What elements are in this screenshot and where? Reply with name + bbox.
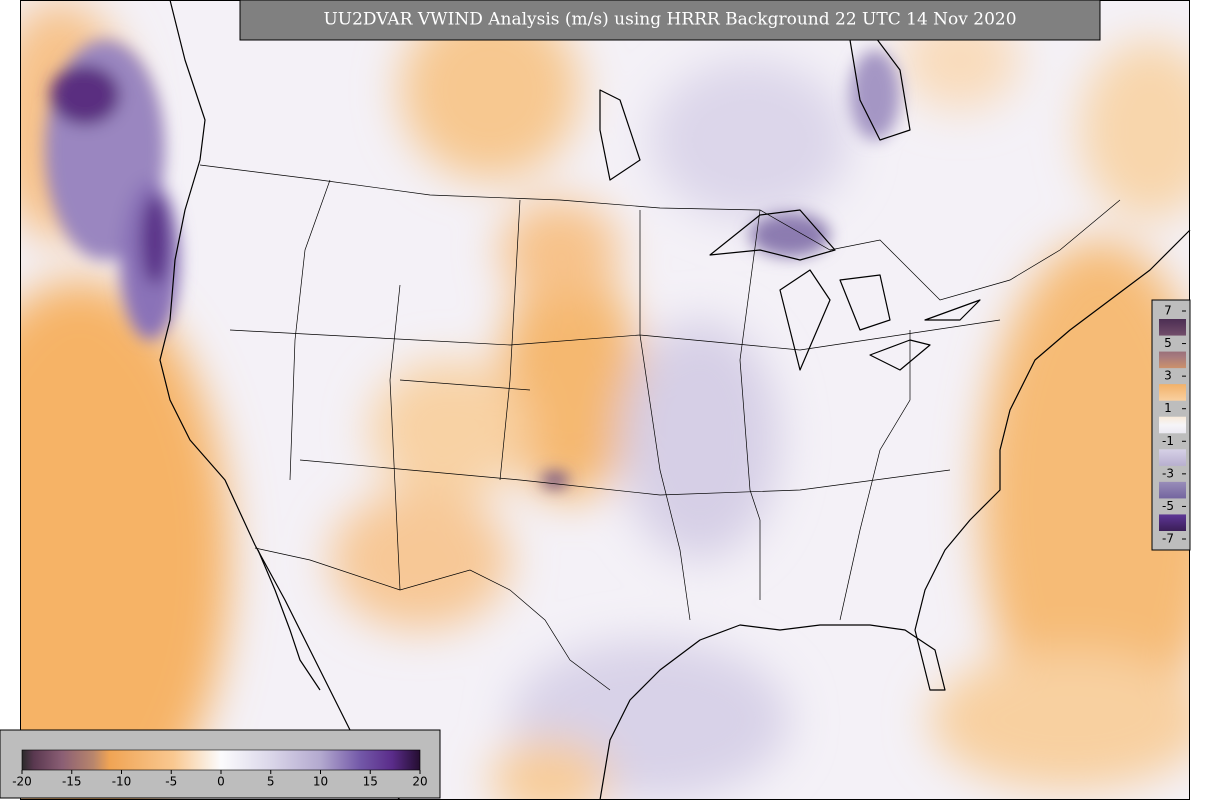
colorbar-segment xyxy=(1159,449,1186,466)
colorbar-tick-label: -1 xyxy=(1162,434,1174,448)
colorbar-bar xyxy=(21,749,421,771)
colorbar-segment xyxy=(1159,481,1186,499)
colorbar-tick-label: -5 xyxy=(1162,499,1174,513)
colorbar-tick-label: 5 xyxy=(1164,336,1172,350)
colorbar-segment xyxy=(1159,319,1186,336)
colorbar-segment xyxy=(1159,384,1186,401)
colorbar-tick-label: -7 xyxy=(1162,532,1174,546)
colorbar-tick-label: -3 xyxy=(1162,466,1174,480)
colorbar-tick-label: -5 xyxy=(165,775,177,789)
colorbar-tick-label: 5 xyxy=(267,775,275,789)
borders xyxy=(159,0,1191,800)
colorbar-segment xyxy=(1159,514,1186,531)
colorbar-tick-label: -15 xyxy=(62,775,82,789)
colorbar-tick-label: -10 xyxy=(112,775,132,789)
colorbar-segment xyxy=(1159,416,1186,434)
title: UU2DVAR VWIND Analysis (m/s) using HRRR … xyxy=(323,10,1016,30)
colorbar-segment xyxy=(1159,351,1186,369)
colorbar-tick-label: 20 xyxy=(412,775,427,789)
colorbar-tick-label: 10 xyxy=(313,775,328,789)
colorbar-tick-label: 3 xyxy=(1164,369,1172,383)
colorbar-tick-label: -20 xyxy=(12,775,32,789)
colorbar-tick-label: 15 xyxy=(363,775,378,789)
colorbar-tick-label: 1 xyxy=(1164,401,1172,415)
title-box xyxy=(239,0,1101,41)
colorbar-tick-label: 7 xyxy=(1164,304,1172,318)
colorbar-tick-label: 0 xyxy=(217,775,225,789)
